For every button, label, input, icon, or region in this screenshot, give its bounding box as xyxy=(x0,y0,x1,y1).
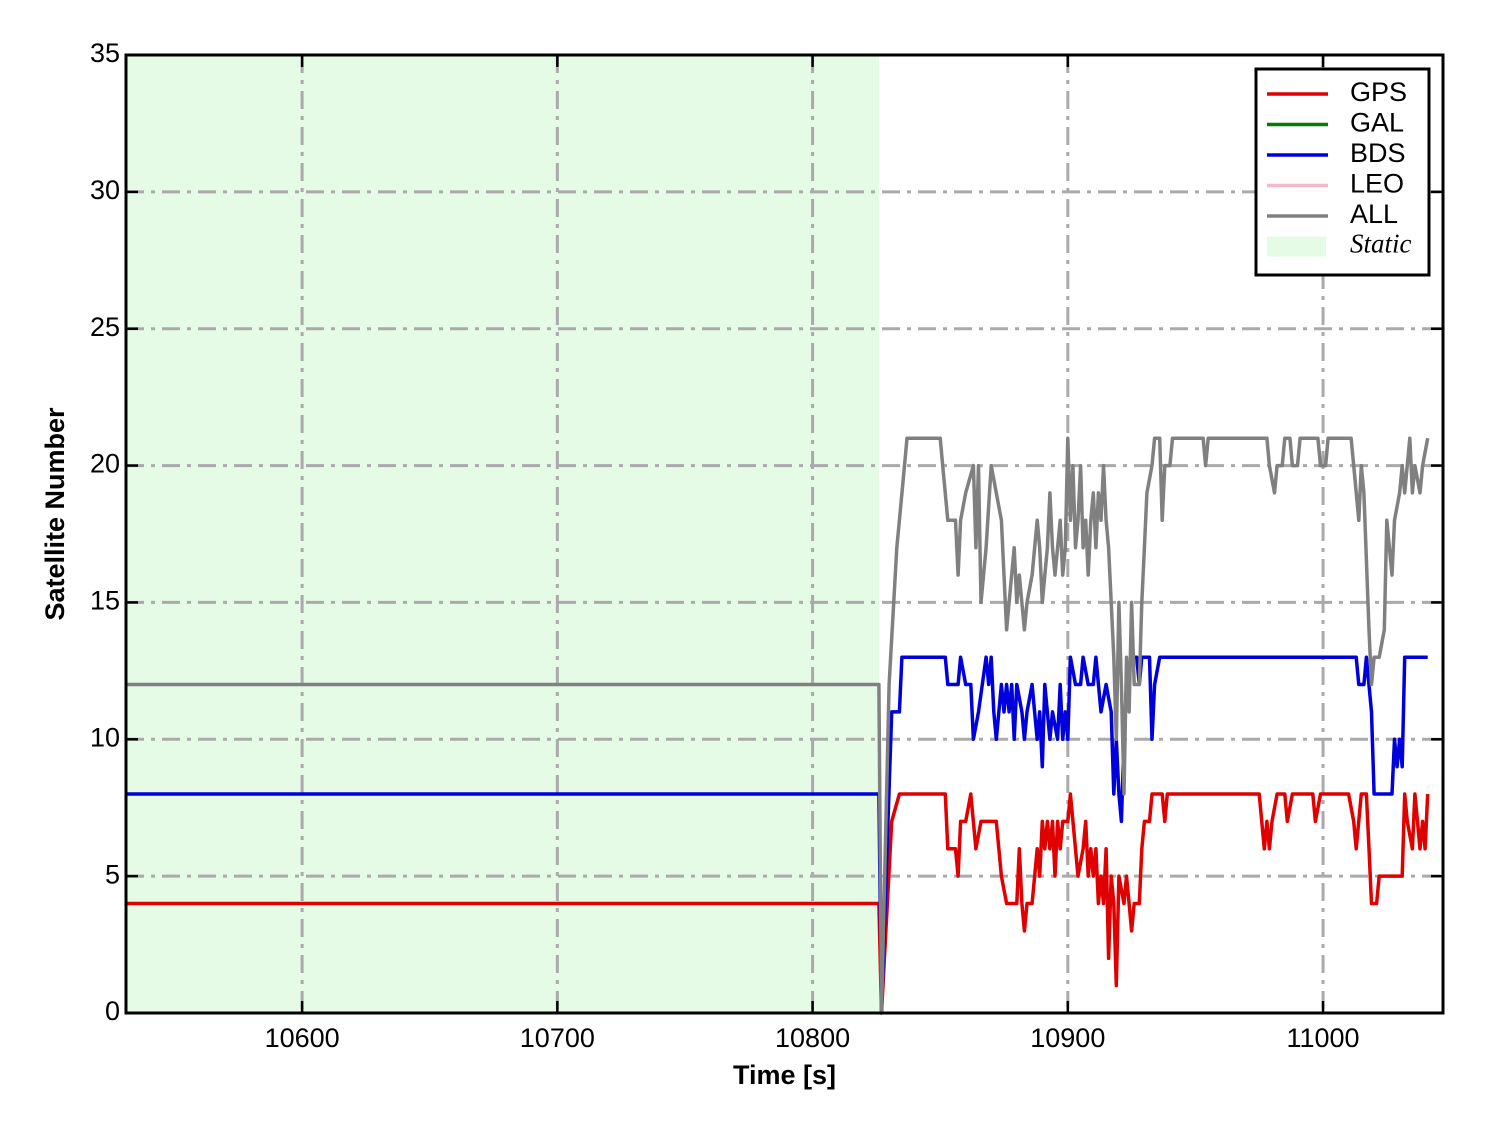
static-region xyxy=(126,55,879,1013)
ticks xyxy=(126,53,1443,1015)
legend-label-bds: BDS xyxy=(1350,138,1406,168)
legend-box xyxy=(1254,67,1431,277)
y-tick-label: 30 xyxy=(90,175,120,205)
y-tick-label: 25 xyxy=(90,312,120,342)
x-tick-label: 10900 xyxy=(1030,1023,1105,1053)
y-axis-title: Satellite Number xyxy=(40,407,70,621)
x-tick-label: 10700 xyxy=(520,1023,595,1053)
x-tick-label: 10800 xyxy=(775,1023,850,1053)
y-tick-label: 35 xyxy=(90,38,120,68)
legend-label-static: Static xyxy=(1350,229,1412,259)
series-line-bds xyxy=(126,655,1428,1015)
x-axis-title: Time [s] xyxy=(733,1060,836,1090)
series-line-gps xyxy=(126,792,1430,1015)
legend-label-all: ALL xyxy=(1350,199,1398,229)
series-lines xyxy=(126,436,1430,1015)
legend-label-leo: LEO xyxy=(1350,169,1404,199)
y-tick-label: 0 xyxy=(105,996,120,1026)
grid xyxy=(126,55,1443,1013)
y-tick-label: 5 xyxy=(105,859,120,889)
legend-label-gps: GPS xyxy=(1350,77,1407,107)
tick-labels: 10600 10700 10800 10900 11000 0 5 10 15 20 25 30 35 xyxy=(90,38,1360,1053)
y-tick-label: 15 xyxy=(90,586,120,616)
y-tick-label: 10 xyxy=(90,722,120,752)
y-tick-label: 20 xyxy=(90,449,120,479)
series-line-all xyxy=(126,436,1430,1015)
x-tick-label: 11000 xyxy=(1287,1023,1360,1053)
legend-label-gal: GAL xyxy=(1350,108,1404,138)
legend-swatch-static xyxy=(1267,236,1326,257)
plot-frame xyxy=(124,53,1445,1015)
x-tick-label: 10600 xyxy=(265,1023,340,1053)
